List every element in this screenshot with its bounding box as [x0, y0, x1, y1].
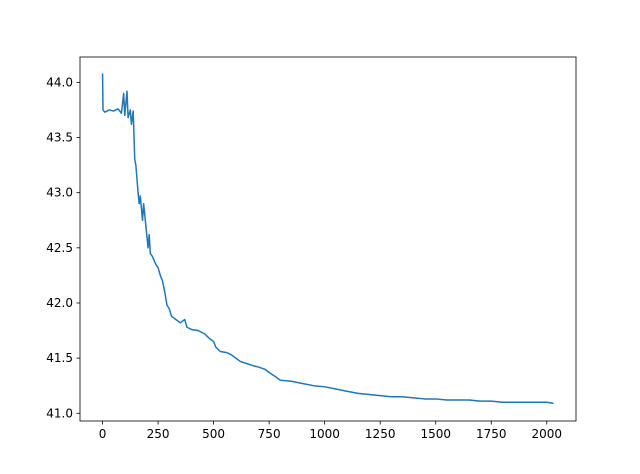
x-tick-label: 250 [147, 427, 170, 441]
x-tick-label: 2000 [532, 427, 563, 441]
x-tick-label: 1250 [365, 427, 396, 441]
x-tick-label: 0 [99, 427, 107, 441]
y-tick-label: 42.0 [46, 296, 73, 310]
x-tick-label: 1750 [476, 427, 507, 441]
axes-frame [79, 56, 577, 422]
x-tick-label: 1000 [309, 427, 340, 441]
y-tick-label: 41.5 [46, 351, 73, 365]
x-tick-label: 750 [258, 427, 281, 441]
y-tick-label: 43.5 [46, 131, 73, 145]
data-line [101, 73, 554, 405]
x-tick-label: 500 [202, 427, 225, 441]
x-tick-label: 1500 [420, 427, 451, 441]
y-tick-label: 44.0 [46, 75, 73, 89]
y-tick-label: 42.5 [46, 241, 73, 255]
y-tick-label: 43.0 [46, 186, 73, 200]
y-tick-label: 41.0 [46, 406, 73, 420]
